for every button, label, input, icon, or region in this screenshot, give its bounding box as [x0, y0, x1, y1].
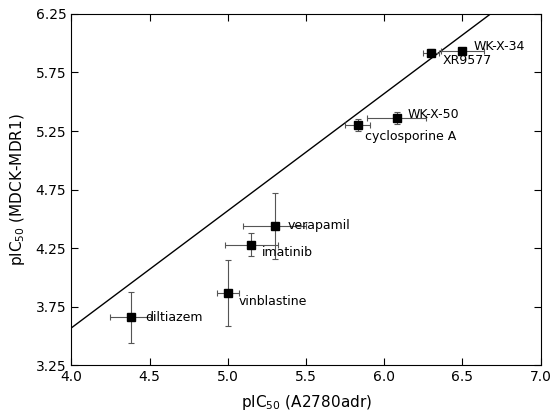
X-axis label: pIC$_{50}$ (A2780adr): pIC$_{50}$ (A2780adr) — [241, 393, 371, 412]
Text: WK-X-50: WK-X-50 — [408, 108, 459, 121]
Text: imatinib: imatinib — [262, 247, 313, 260]
Text: cyclosporine A: cyclosporine A — [366, 130, 457, 143]
Text: XR9577: XR9577 — [442, 54, 491, 67]
Text: vinblastine: vinblastine — [239, 294, 307, 307]
Text: WK-X-34: WK-X-34 — [473, 40, 525, 53]
Y-axis label: pIC$_{50}$ (MDCK-MDR1): pIC$_{50}$ (MDCK-MDR1) — [8, 113, 27, 266]
Text: verapamil: verapamil — [287, 220, 350, 233]
Text: diltiazem: diltiazem — [145, 311, 202, 324]
